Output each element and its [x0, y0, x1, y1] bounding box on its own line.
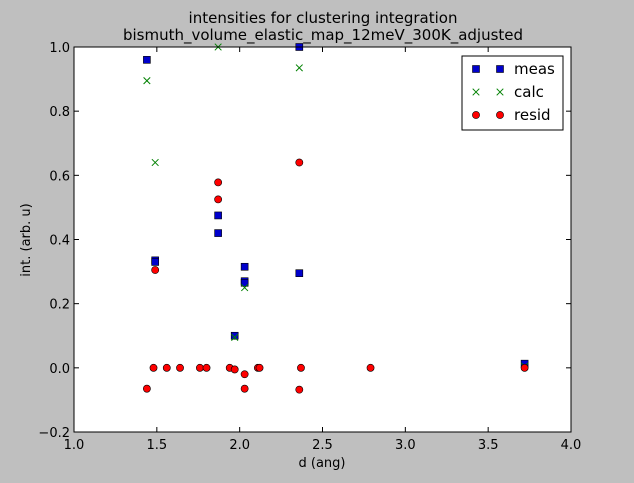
plot-frame: [73, 46, 572, 433]
data-point-meas: [143, 56, 151, 64]
data-point-resid: [297, 363, 305, 372]
data-point-calc: [143, 77, 151, 85]
chart-subtitle: bismuth_volume_elastic_map_12meV_300K_ad…: [123, 26, 523, 45]
data-point-resid: [162, 363, 171, 372]
data-point-calc: [295, 64, 303, 72]
data-point-meas: [240, 279, 249, 287]
data-point-resid: [202, 363, 211, 372]
axis-ticks: 1.0 1.5 2.0 2.5 3.0 3.5 4.0 −0.2 0.0 0.2 0.4 0.6 0.8…: [38, 41, 581, 453]
legend-marker-meas: [496, 65, 504, 73]
data-point-resid: [240, 384, 249, 393]
x-tick-label: 1.0: [64, 438, 85, 453]
y-axis-label: int. (arb. u): [19, 203, 34, 276]
x-tick-label: 2.0: [229, 438, 250, 453]
legend-label-calc: calc: [514, 83, 544, 101]
data-point-resid: [214, 195, 223, 204]
legend-marker-resid: [496, 111, 504, 119]
legend-marker-calc: [472, 88, 480, 96]
data-point-resid: [196, 363, 204, 372]
legend-label-meas: meas: [514, 60, 555, 78]
data-point-resid: [240, 370, 249, 379]
data-point-calc: [231, 333, 239, 342]
data-point-meas: [230, 331, 239, 340]
x-tick-label: 1.5: [146, 438, 167, 453]
y-tick-label: 0.4: [49, 234, 70, 249]
data-point-meas: [214, 229, 222, 237]
data-point-resid: [520, 363, 529, 372]
y-tick-label: 0.0: [49, 362, 70, 377]
data-point-resid: [142, 384, 151, 393]
data-point-resid: [366, 363, 375, 372]
data-point-resid: [230, 365, 239, 374]
data-point-resid: [149, 363, 158, 372]
data-point-resid: [255, 363, 264, 372]
y-tick-label: −0.2: [38, 426, 70, 441]
data-point-resid: [214, 178, 223, 187]
legend-marker-calc: [496, 88, 504, 96]
data-point-calc: [240, 283, 249, 292]
data-point-meas: [295, 269, 304, 277]
data-point-meas: [151, 258, 159, 266]
x-tick-label: 3.0: [395, 438, 416, 453]
data-point-resid: [151, 266, 160, 274]
data-point-calc: [151, 158, 159, 167]
data-point-resid: [176, 363, 184, 372]
legend: meas calc resid: [461, 55, 564, 131]
legend-marker-resid: [472, 111, 480, 119]
x-tick-label: 3.5: [478, 438, 499, 453]
y-tick-label: 0.6: [49, 169, 70, 184]
legend-label-resid: resid: [514, 106, 551, 124]
data-point-resid: [295, 385, 304, 394]
x-axis-label: d (ang): [299, 456, 346, 471]
x-tick-label: 2.5: [312, 438, 333, 453]
data-point-meas: [214, 211, 222, 220]
y-tick-label: 1.0: [49, 41, 70, 56]
data-point-resid: [295, 158, 304, 167]
y-tick-label: 0.2: [49, 298, 70, 313]
chart-title: intensities for clustering integration: [189, 9, 458, 27]
y-tick-label: 0.8: [49, 105, 70, 120]
legend-items: meas calc resid: [472, 60, 555, 124]
legend-marker-meas: [472, 65, 480, 73]
data-point-meas: [240, 262, 249, 271]
x-tick-label: 4.0: [561, 438, 582, 453]
